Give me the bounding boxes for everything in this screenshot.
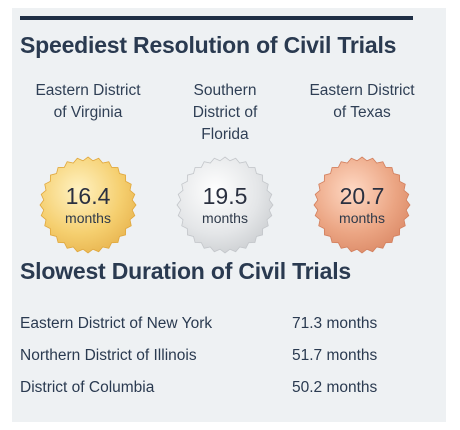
- gold-medal-badge: [39, 156, 137, 254]
- fastest-district-3: Eastern District of Texas: [309, 82, 415, 121]
- fastest-district-1: Eastern District of Virginia: [35, 82, 141, 121]
- medal-value-3: 20.7: [340, 183, 385, 209]
- table-row: Eastern District of New York 71.3 months: [20, 315, 400, 337]
- slowest-district-2: Northern District of Illinois: [20, 347, 197, 364]
- medal-unit-2: months: [202, 210, 248, 226]
- slowest-value-2: 51.7 months: [292, 347, 378, 364]
- table-row: Northern District of Illinois 51.7 month…: [20, 347, 400, 369]
- slowest-value-1: 71.3 months: [292, 315, 378, 332]
- fastest-title: Speediest Resolution of Civil Trials: [20, 32, 397, 58]
- slowest-district-1: Eastern District of New York: [20, 315, 213, 332]
- fastest-district-2: Southern District of Florida: [192, 82, 258, 143]
- table-row: District of Columbia 50.2 months: [20, 379, 400, 401]
- slowest-district-3: District of Columbia: [20, 379, 155, 396]
- slowest-value-3: 50.2 months: [292, 379, 378, 396]
- slowest-title: Slowest Duration of Civil Trials: [20, 258, 351, 284]
- medal-value-1: 16.4: [66, 183, 111, 209]
- medal-unit-3: months: [339, 210, 385, 226]
- silver-medal-badge: [176, 156, 274, 254]
- bronze-medal-badge: [313, 156, 411, 254]
- top-accent-bar: [20, 16, 413, 20]
- medal-unit-1: months: [65, 210, 111, 226]
- medal-value-2: 19.5: [203, 183, 248, 209]
